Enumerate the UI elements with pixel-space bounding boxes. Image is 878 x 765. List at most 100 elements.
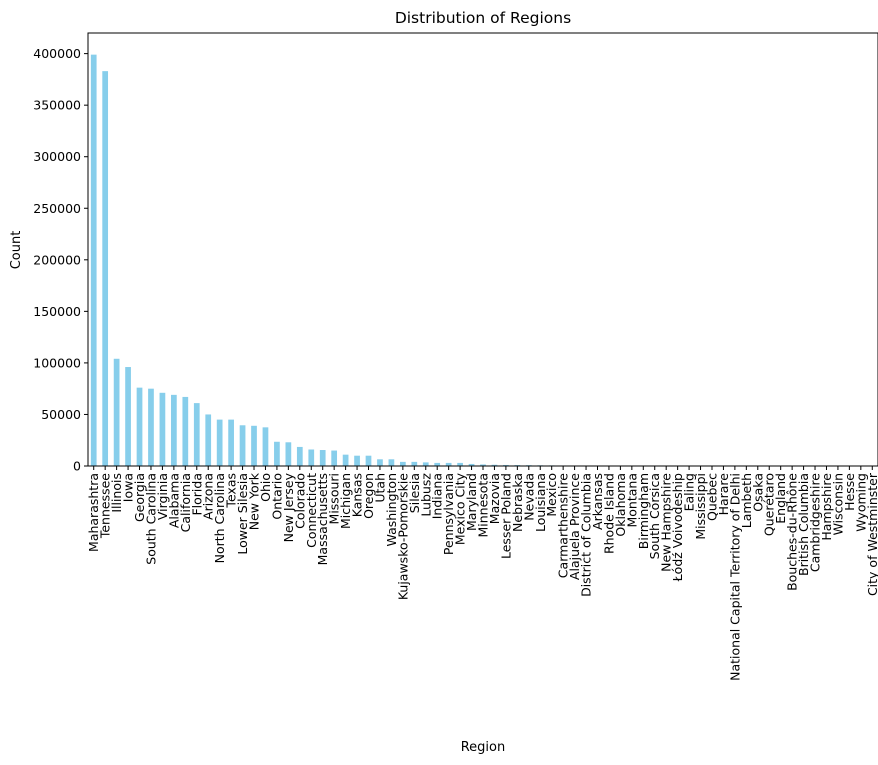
x-tick-label-0: Maharashtra	[86, 473, 101, 552]
bar-31	[445, 462, 452, 466]
x-tick-label-19: Connecticut	[304, 473, 319, 548]
x-tick-label-25: Utah	[372, 473, 387, 503]
x-tick-label-50: New Hampshire	[659, 473, 674, 572]
x-tick-label-58: Osaka	[750, 473, 765, 512]
x-tick-label-66: Hesse	[842, 473, 857, 511]
bar-9	[193, 403, 200, 466]
x-tick-label-4: Georgia	[132, 473, 147, 522]
x-tick-label-2: Illinois	[109, 473, 124, 513]
bar-20	[319, 450, 326, 466]
bar-18	[296, 446, 303, 466]
bar-33	[468, 463, 475, 466]
bar-25	[377, 459, 383, 466]
x-tick-label-9: Florida	[189, 473, 204, 516]
bar-29	[422, 462, 429, 466]
x-tick-label-1: Tennessee	[98, 473, 113, 539]
x-tick-label-24: Oregon	[361, 473, 376, 519]
x-tick-label-47: Montana	[624, 473, 639, 528]
x-tick-label-10: Arizona	[201, 473, 216, 520]
x-tick-label-17: New Jersey	[281, 472, 296, 542]
x-tick-label-44: Arkansas	[590, 473, 605, 530]
bar-35	[491, 464, 498, 466]
x-tick-label-26: Washington	[384, 473, 399, 546]
x-tick-label-18: Colorado	[292, 473, 307, 529]
x-tick-label-62: British Columbia	[796, 473, 811, 576]
x-tick-label-22: Michigan	[338, 473, 353, 529]
bar-12	[228, 419, 234, 466]
bar-13	[239, 425, 246, 466]
x-tick-label-54: Quebec	[704, 473, 719, 521]
x-tick-label-45: Rhode Island	[601, 473, 616, 554]
bar-3	[125, 367, 131, 466]
x-tick-label-5: South Carolina	[143, 473, 158, 565]
x-tick-label-35: Mazovia	[487, 473, 502, 524]
bar-28	[411, 461, 418, 466]
x-tick-label-64: Hampshire	[819, 473, 834, 541]
bar-17	[285, 442, 292, 466]
x-tick-label-63: Cambridgeshire	[808, 473, 823, 572]
x-tick-label-33: Maryland	[464, 473, 479, 531]
bar-21	[331, 450, 338, 466]
bar-22	[342, 454, 349, 466]
x-tick-label-65: Wisconsin	[830, 473, 845, 535]
bar-11	[216, 419, 223, 466]
x-tick-label-8: California	[178, 473, 193, 532]
x-tick-label-57: Lambeth	[739, 473, 754, 528]
x-tick-label-37: Nebraska	[510, 473, 525, 532]
x-tick-label-29: Lubusz	[418, 473, 433, 517]
bar-19	[308, 449, 315, 466]
x-tick-label-48: Birmingham	[636, 473, 651, 549]
y-tick-label-1: 50000	[41, 407, 81, 422]
bar-8	[182, 396, 189, 466]
x-axis-title: Region	[461, 740, 506, 755]
y-tick-label-4: 200000	[33, 252, 81, 267]
x-tick-label-43: District of Columbia	[579, 473, 594, 597]
bar-10	[205, 414, 212, 466]
bar-6	[159, 392, 166, 466]
bar-23	[354, 455, 360, 466]
y-tick-label-0: 0	[73, 459, 81, 474]
bar-15	[262, 427, 269, 466]
x-tick-label-16: Ontario	[269, 473, 284, 520]
x-tick-label-6: Virginia	[155, 473, 170, 520]
x-tick-label-34: Minnesota	[476, 473, 491, 538]
bar-34	[480, 464, 486, 466]
bar-27	[399, 461, 406, 466]
x-tick-label-42: Alajuela Province	[567, 473, 582, 580]
x-tick-label-20: Massachusetts	[315, 473, 330, 565]
x-tick-label-13: Lower Silesia	[235, 473, 250, 555]
bar-32	[457, 462, 463, 466]
x-tick-label-49: South Corsica	[647, 473, 662, 559]
x-tick-label-52: Ealing	[682, 473, 697, 511]
y-axis-title: Count	[9, 231, 24, 270]
y-tick-label-5: 250000	[33, 201, 81, 216]
bar-24	[365, 455, 372, 466]
bar-26	[388, 459, 395, 466]
x-tick-label-39: Louisiana	[533, 473, 548, 532]
bar-4	[136, 387, 143, 466]
bar-5	[148, 388, 154, 466]
x-tick-label-56: National Capital Territory of Delhi	[727, 473, 742, 681]
x-tick-label-40: Mexico	[544, 473, 559, 517]
bar-14	[251, 425, 257, 466]
x-tick-label-7: Alabama	[166, 473, 181, 528]
x-tick-label-38: Nevada	[521, 473, 536, 521]
x-tick-label-36: Lesser Poland	[498, 473, 513, 559]
bar-36	[503, 464, 509, 466]
bar-0	[90, 54, 97, 467]
plot-area: 0 50000 100000 150000 200000 250000 300000 3500…	[33, 32, 878, 681]
x-tick-label-28: Silesia	[407, 473, 422, 513]
bar-7	[171, 394, 177, 466]
x-tick-label-32: Mexico City	[453, 472, 468, 545]
x-tick-label-23: Kansas	[350, 473, 365, 517]
bar-16	[274, 441, 280, 466]
y-tick-label-2: 100000	[33, 355, 81, 370]
x-tick-label-30: Indiana	[430, 473, 445, 519]
x-tick-label-53: Mississippi	[693, 473, 708, 540]
x-tick-label-11: North Carolina	[212, 473, 227, 563]
x-tick-label-21: Missouri	[327, 473, 342, 524]
x-tick-label-51: Łódź Voivodeship	[670, 473, 685, 582]
